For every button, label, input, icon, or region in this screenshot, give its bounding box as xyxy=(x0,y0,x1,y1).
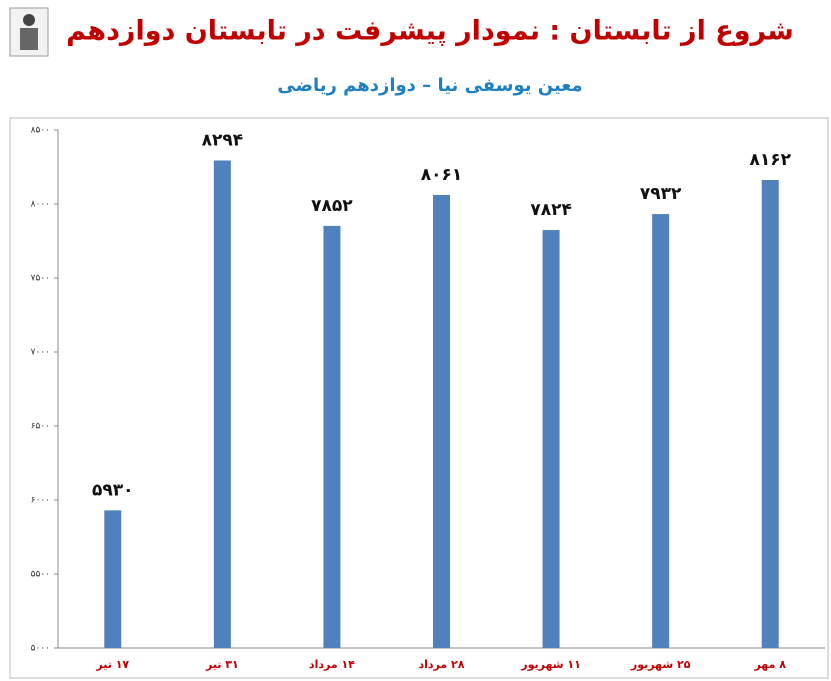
y-tick-label: ۵۵۰۰ xyxy=(31,570,50,580)
value-label: ۷۸۵۲ xyxy=(311,196,353,216)
value-label: ۷۹۳۲ xyxy=(640,184,682,204)
y-tick-label: ۷۰۰۰ xyxy=(31,348,50,358)
y-tick-label: ۷۵۰۰ xyxy=(31,274,50,284)
value-label: ۷۸۲۴ xyxy=(530,200,572,220)
bar xyxy=(433,194,450,649)
chart-frame xyxy=(9,117,829,679)
x-tick-label: ۱۱ شهریور xyxy=(520,658,581,671)
x-tick-label: ۲۸ مرداد xyxy=(419,658,465,671)
chart-subtitle: معین یوسفی نیا – دوازدهم ریاضی xyxy=(277,75,582,96)
y-tick-label: ۸۰۰۰ xyxy=(31,200,50,210)
value-label: ۸۲۹۴ xyxy=(202,130,244,150)
value-label: ۵۹۳۰ xyxy=(92,480,134,500)
value-label: ۸۰۶۱ xyxy=(421,165,463,185)
value-label: ۸۱۶۲ xyxy=(749,150,791,170)
bar xyxy=(104,510,122,648)
bar xyxy=(323,225,341,649)
y-tick-label: ۸۵۰۰ xyxy=(31,126,50,136)
x-tick-label: ۱۴ مرداد xyxy=(309,658,355,671)
chart-title: شروع از تابستان : نمودار پیشرفت در تابست… xyxy=(66,16,794,47)
x-tick-label: ۳۱ تیر xyxy=(205,658,239,671)
x-tick-label: ۲۵ شهریور xyxy=(630,658,691,671)
y-tick-label: ۵۰۰۰ xyxy=(31,644,50,654)
bar xyxy=(542,230,560,648)
y-tick-label: ۶۵۰۰ xyxy=(31,422,50,432)
x-tick-label: ۸ مهر xyxy=(753,658,786,671)
logo xyxy=(9,7,49,57)
bar xyxy=(652,214,670,648)
bar xyxy=(761,180,779,649)
bar xyxy=(213,160,231,648)
y-tick-label: ۶۰۰۰ xyxy=(31,496,50,506)
x-tick-label: ۱۷ تیر xyxy=(95,658,129,671)
